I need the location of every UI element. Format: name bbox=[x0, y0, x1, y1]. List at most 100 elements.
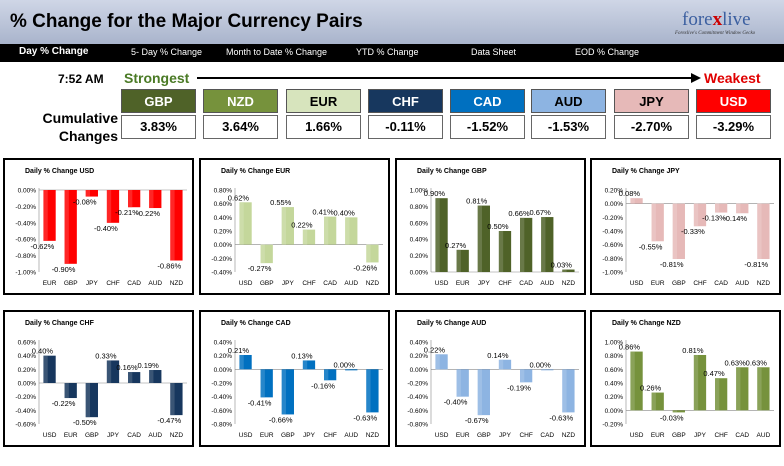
bar-highlight bbox=[520, 369, 525, 383]
data-label: -0.67% bbox=[465, 416, 489, 425]
currency-box-jpy: JPY -2.70% bbox=[614, 89, 689, 139]
bar-highlight bbox=[435, 198, 440, 272]
y-tick-label: -0.20% bbox=[211, 256, 232, 263]
data-label: -0.40% bbox=[444, 398, 468, 407]
data-label: 0.26% bbox=[640, 384, 662, 393]
category-label: NZD bbox=[366, 280, 380, 287]
logo-forex-text: fore bbox=[682, 9, 713, 30]
y-tick-label: -0.40% bbox=[211, 270, 232, 277]
currency-box-chf: CHF -0.11% bbox=[368, 89, 443, 139]
data-label: 0.27% bbox=[445, 241, 467, 250]
category-label: EUR bbox=[64, 432, 78, 439]
bar-highlight bbox=[366, 369, 371, 413]
forexlive-logo[interactable]: forexlive bbox=[682, 9, 751, 31]
chart-title: Daily % Change CAD bbox=[221, 320, 291, 327]
header-bar: % Change for the Major Currency Pairs fo… bbox=[0, 0, 784, 44]
y-tick-label: 0.20% bbox=[605, 188, 624, 195]
data-label: -0.81% bbox=[660, 260, 684, 269]
bar-chart: 0.00% -0.20% -0.40% -0.60% -0.80% -1.00% -0.62… bbox=[15, 188, 187, 287]
data-label: -0.03% bbox=[660, 413, 684, 422]
bar-highlight bbox=[520, 217, 525, 272]
currency-box-gbp: GBP 3.83% bbox=[121, 89, 196, 139]
chart-title: Daily % Change JPY bbox=[612, 168, 680, 175]
tab-eod-change[interactable]: EOD % Change bbox=[575, 47, 640, 57]
bar-highlight bbox=[43, 355, 48, 383]
category-label: GBP bbox=[64, 280, 78, 287]
y-tick-label: -0.80% bbox=[15, 253, 36, 260]
y-tick-label: -0.80% bbox=[407, 422, 428, 429]
currency-code: CAD bbox=[450, 89, 525, 113]
bar-highlight bbox=[85, 190, 91, 197]
cumulative-value: 3.64% bbox=[203, 115, 278, 139]
data-label: 0.13% bbox=[291, 351, 313, 360]
data-label: 0.21% bbox=[228, 346, 250, 355]
logo-x-text: x bbox=[712, 9, 723, 30]
y-tick-label: 0.00% bbox=[214, 367, 233, 374]
bar-highlight bbox=[651, 392, 656, 411]
chart-panel: Daily % Change JPY 0.20% 0.00% -0.20% -0.40%… bbox=[590, 158, 781, 295]
category-label: AUD bbox=[344, 432, 358, 439]
y-tick-label: -1.00% bbox=[602, 270, 623, 277]
y-tick-label: -0.60% bbox=[211, 408, 232, 415]
bar-highlight bbox=[630, 351, 635, 411]
tab-ytd-change[interactable]: YTD % Change bbox=[356, 47, 419, 57]
category-label: NZD bbox=[366, 432, 380, 439]
chart-title: Daily % Change USD bbox=[25, 168, 95, 175]
tab-5-day-change[interactable]: 5- Day % Change bbox=[131, 47, 203, 57]
bar bbox=[541, 369, 554, 371]
cumulative-changes-label: Cumulative Changes bbox=[42, 110, 118, 144]
y-tick-label: 0.60% bbox=[410, 220, 429, 227]
category-label: EUR bbox=[43, 280, 57, 287]
category-label: CHF bbox=[519, 432, 532, 439]
category-label: CAD bbox=[540, 432, 554, 439]
tab-month-to-date-change[interactable]: Month to Date % Change bbox=[226, 47, 328, 57]
category-label: CAD bbox=[127, 432, 141, 439]
y-tick-label: 0.60% bbox=[605, 367, 624, 374]
tab-data-sheet[interactable]: Data Sheet bbox=[471, 47, 517, 57]
bar-chart: 0.20% 0.00% -0.20% -0.40% -0.60% -0.80% -1.00%… bbox=[602, 188, 774, 287]
y-tick-label: -0.40% bbox=[15, 220, 36, 227]
data-label: -0.19% bbox=[507, 383, 531, 392]
currency-code: GBP bbox=[121, 89, 196, 113]
y-tick-label: 0.40% bbox=[605, 381, 624, 388]
data-label: -0.13% bbox=[702, 214, 726, 223]
bar-highlight bbox=[239, 202, 244, 245]
y-tick-label: -0.40% bbox=[407, 394, 428, 401]
weakest-label: Weakest bbox=[704, 70, 761, 86]
category-label: GBP bbox=[260, 280, 274, 287]
bar bbox=[324, 369, 337, 381]
data-label: -0.27% bbox=[248, 264, 272, 273]
bar-highlight bbox=[149, 190, 154, 209]
y-tick-label: 0.00% bbox=[18, 381, 37, 388]
bar-highlight bbox=[170, 190, 175, 261]
category-label: NZD bbox=[562, 280, 576, 287]
data-label: 0.81% bbox=[466, 197, 488, 206]
currency-code: AUD bbox=[531, 89, 606, 113]
y-tick-label: 0.00% bbox=[410, 367, 429, 374]
category-label: CHF bbox=[693, 280, 706, 287]
data-label: -0.22% bbox=[52, 399, 76, 408]
tab-day-change[interactable]: Day % Change bbox=[19, 46, 89, 57]
bar-highlight bbox=[64, 190, 69, 264]
y-tick-label: -0.20% bbox=[15, 204, 36, 211]
cumulative-value: -0.11% bbox=[368, 115, 443, 139]
bar bbox=[630, 198, 643, 204]
y-tick-label: 0.80% bbox=[605, 353, 624, 360]
y-tick-label: -0.60% bbox=[15, 237, 36, 244]
bar-highlight bbox=[106, 190, 112, 223]
cumulative-value: 3.83% bbox=[121, 115, 196, 139]
y-tick-label: 0.80% bbox=[214, 188, 233, 195]
bar bbox=[562, 269, 575, 272]
bar-highlight bbox=[324, 216, 329, 245]
data-label: 0.55% bbox=[270, 198, 292, 207]
y-tick-label: 0.00% bbox=[214, 242, 233, 249]
currency-box-eur: EUR 1.66% bbox=[286, 89, 361, 139]
y-tick-label: -0.60% bbox=[15, 422, 36, 429]
bar-highlight bbox=[693, 354, 699, 411]
category-label: USD bbox=[239, 280, 253, 287]
bar-highlight bbox=[715, 203, 720, 213]
currency-box-aud: AUD -1.53% bbox=[531, 89, 606, 139]
category-label: NZD bbox=[757, 280, 771, 287]
bar-highlight bbox=[541, 217, 546, 272]
category-label: JPY bbox=[478, 280, 491, 287]
